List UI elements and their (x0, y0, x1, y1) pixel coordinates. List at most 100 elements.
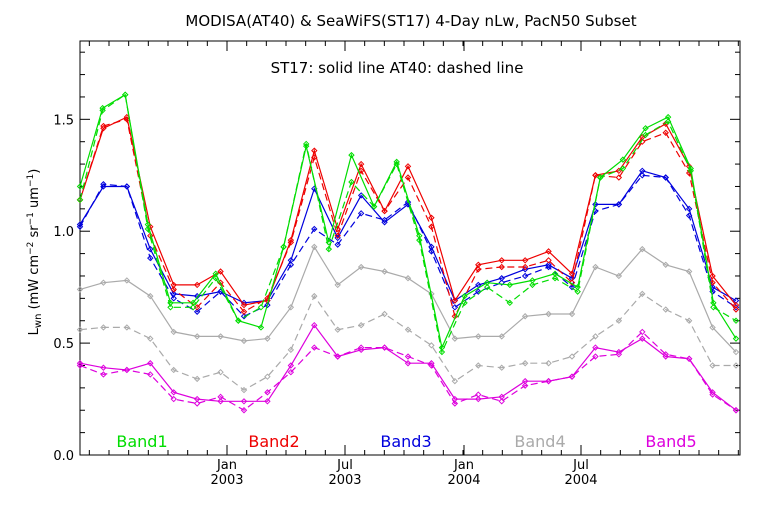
band4-solid-point (498, 333, 505, 340)
band3-solid-point (685, 205, 693, 213)
band5-solid-point (217, 398, 224, 405)
band4-dashed-point (217, 368, 224, 376)
band3-dashed-line (79, 174, 737, 318)
x-tick-month: Jul (336, 458, 353, 473)
band3-dashed-point (521, 272, 529, 280)
band1-solid-point (551, 270, 559, 277)
y-tick-label: 0.5 (53, 337, 74, 352)
band5-solid-point (404, 360, 412, 367)
band5-solid-point (147, 360, 154, 367)
band2-dashed-point (615, 174, 623, 181)
band1-solid-point (416, 232, 423, 239)
band5-solid-point (475, 395, 482, 403)
band2-dashed-point (404, 174, 412, 181)
band4-dashed-point (100, 324, 107, 331)
band5-solid-point (123, 366, 131, 374)
band1-solid-point (506, 281, 514, 289)
band5-dashed-point (264, 389, 271, 396)
y-axis-label-exp1: −2 (26, 242, 36, 255)
band5-solid-point (357, 346, 365, 354)
band2-dashed-point (334, 232, 341, 239)
band5-dashed-point (592, 353, 599, 360)
band1-dashed-point (619, 165, 627, 172)
band2-dashed-point (568, 279, 576, 286)
band4-dashed-point (428, 342, 435, 349)
band3-solid-point (428, 243, 435, 251)
band3-solid-point (592, 201, 599, 208)
band3-solid-point (147, 245, 154, 253)
band4-solid-point (662, 261, 669, 268)
band3-solid-point (170, 290, 177, 298)
band5-solid-point (381, 344, 388, 351)
band4-dashed-point (240, 386, 248, 394)
band4-solid-point (685, 268, 693, 275)
band1-solid-point (99, 104, 106, 112)
band4-dashed-point (334, 326, 341, 333)
band5-solid-point (685, 355, 693, 362)
band2-solid-point (240, 301, 248, 309)
band5-solid-point (615, 348, 623, 356)
band2-dashed-point (709, 279, 716, 286)
band4-dashed-point (685, 317, 693, 324)
band3-solid-line (79, 170, 737, 304)
y-axis-label-exp2: −1 (26, 212, 36, 225)
band4-dashed-point (357, 321, 365, 329)
band1-solid-point (212, 270, 219, 277)
band5-solid-point (545, 377, 552, 385)
y-axis-label-end: ) (27, 169, 42, 174)
band4-dashed-point (475, 362, 482, 369)
y-axis-label-main: L (27, 327, 42, 335)
band2-solid-point (475, 261, 482, 268)
band5-dashed-point (147, 371, 154, 378)
band1-solid-point (167, 299, 174, 307)
band1-solid-point (370, 203, 378, 210)
band5-solid-point (193, 395, 201, 403)
y-tick-label: 1.5 (53, 113, 74, 128)
band4-dashed-point (732, 362, 740, 369)
band4-solid-point (732, 348, 740, 356)
band4-dashed-point (568, 353, 576, 360)
band3-dashed-point (357, 210, 365, 217)
band4-dashed-point (545, 360, 552, 367)
band3-dashed-point (147, 254, 154, 262)
band1-dashed-point (325, 245, 333, 253)
band2-dashed-point (545, 257, 552, 264)
band3-solid-point (100, 183, 107, 190)
band2-solid-line (79, 116, 737, 306)
band4-dashed-point (311, 292, 318, 300)
band4-solid-point (475, 333, 482, 340)
band1-solid-point (257, 324, 265, 331)
legend-band3: Band3 (380, 432, 431, 451)
band2-dashed-point (170, 286, 177, 293)
band5-solid-point (709, 389, 716, 396)
band1-solid-point (687, 165, 694, 172)
band4-dashed-point (615, 317, 623, 324)
band1-dashed-point (76, 196, 84, 204)
band1-solid-point (235, 317, 242, 324)
band2-dashed-point (498, 263, 505, 271)
band3-dashed-point (170, 295, 177, 302)
band4-solid-point (545, 310, 552, 318)
band4-dashed-point (592, 333, 599, 340)
band3-dashed-point (451, 304, 459, 311)
band4-solid-point (287, 304, 295, 311)
band5-dashed-point (404, 353, 412, 360)
x-tick-month: Jan (453, 458, 474, 473)
band5-dashed-point (100, 371, 107, 378)
band2-dashed-point (639, 138, 646, 145)
band4-solid-point (334, 281, 341, 289)
band4-dashed-point (451, 377, 459, 385)
band5-dashed-point (311, 344, 318, 351)
band4-dashed-line (79, 293, 736, 391)
band2-solid-point (592, 172, 599, 179)
band4-dashed-point (147, 335, 154, 342)
band4-dashed-point (662, 306, 669, 313)
band4-dashed-point (76, 326, 84, 333)
band5-solid-point (639, 335, 646, 342)
band4-solid-point (381, 268, 388, 275)
band1-solid-point (461, 292, 468, 300)
band5-solid-point (287, 362, 295, 369)
band1-dashed-point (189, 304, 197, 311)
band5-dashed-point (521, 382, 529, 389)
